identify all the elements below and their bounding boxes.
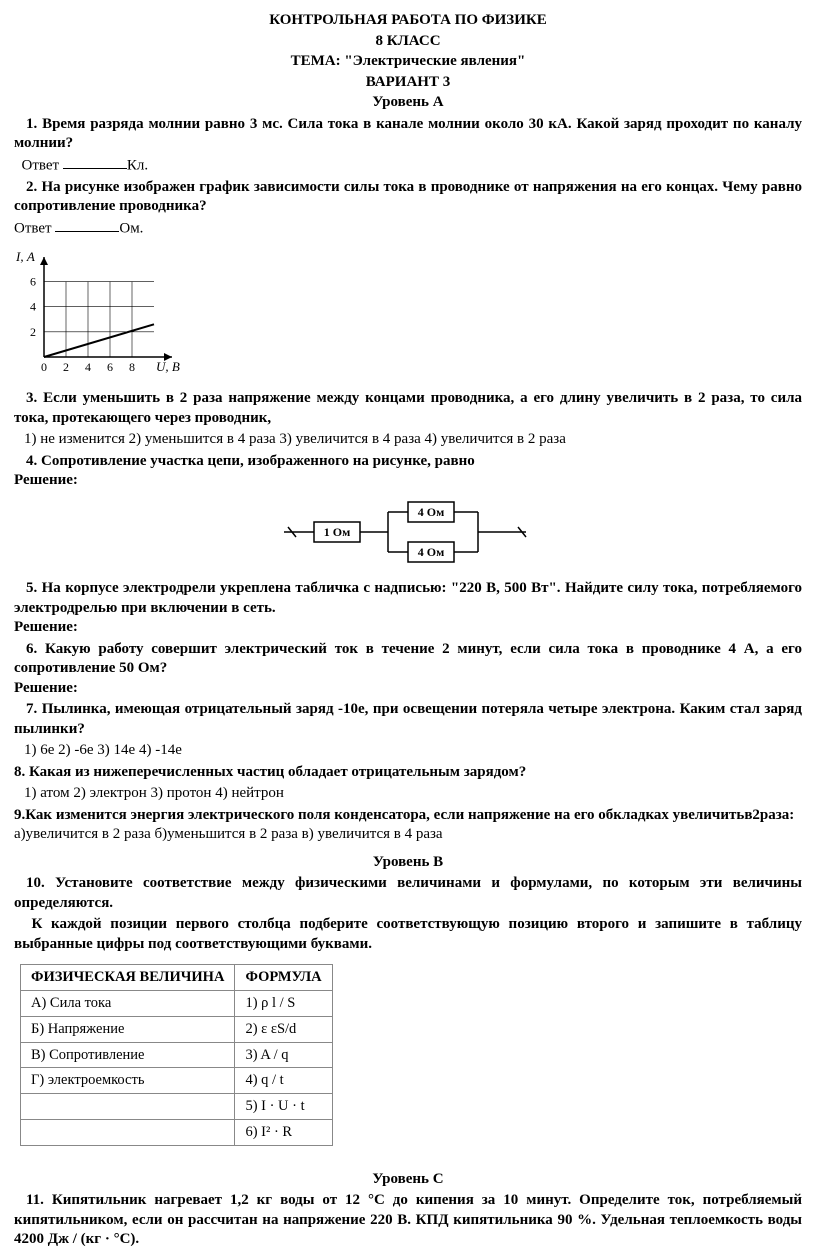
circuit-diagram: 1 Ом 4 Ом 4 Ом	[14, 497, 802, 574]
level-c-heading: Уровень С	[14, 1170, 802, 1190]
table-header: ФОРМУЛА	[235, 965, 332, 991]
table-header: ФИЗИЧЕСКАЯ ВЕЛИЧИНА	[21, 965, 235, 991]
question-9: 9.Как изменится энергия электрического п…	[14, 806, 802, 826]
q9-options: а)увеличится в 2 раза б)уменьшится в 2 р…	[14, 825, 802, 845]
q4-solution-label: Решение:	[14, 471, 802, 491]
level-b-heading: Уровень В	[14, 853, 802, 873]
variant: ВАРИАНТ 3	[14, 73, 802, 93]
svg-text:I, А: I, А	[15, 249, 35, 264]
table-row: Б) Напряжение2) ε εS/d	[21, 1016, 333, 1042]
question-5: 5. На корпусе электродрели укреплена таб…	[14, 579, 802, 618]
q1-answer: Ответ Кл.	[14, 156, 802, 176]
q2-answer: Ответ Ом.	[14, 219, 802, 239]
question-6: 6. Какую работу совершит электрический т…	[14, 640, 802, 679]
match-table: ФИЗИЧЕСКАЯ ВЕЛИЧИНА ФОРМУЛА А) Сила тока…	[20, 964, 333, 1146]
q6-solution-label: Решение:	[14, 679, 802, 699]
document-header: КОНТРОЛЬНАЯ РАБОТА ПО ФИЗИКЕ 8 КЛАСС ТЕМ…	[14, 11, 802, 113]
question-1: 1. Время разряда молнии равно 3 мс. Сила…	[14, 115, 802, 154]
table-row: Г) электроемкость4) q / t	[21, 1068, 333, 1094]
question-2: 2. На рисунке изображен график зависимос…	[14, 178, 802, 217]
question-3: 3. Если уменьшить в 2 раза напряжение ме…	[14, 389, 802, 428]
question-4: 4. Сопротивление участка цепи, изображен…	[14, 452, 802, 472]
iv-chart: 0 2 4 6 8 2 4 6 I, А U, В	[14, 249, 802, 386]
q1-num: 1.	[26, 116, 42, 132]
table-cell: 4) q / t	[235, 1068, 332, 1094]
level-a-heading: Уровень А	[14, 93, 802, 113]
svg-text:1 Ом: 1 Ом	[324, 525, 351, 539]
q8-options: 1) атом 2) электрон 3) протон 4) нейтрон	[24, 784, 802, 804]
table-cell: Г) электроемкость	[21, 1068, 235, 1094]
table-cell	[21, 1120, 235, 1146]
svg-text:4: 4	[85, 360, 91, 374]
blank-line	[63, 156, 127, 170]
table-row: А) Сила тока1) ρ l / S	[21, 990, 333, 1016]
question-11: 11. Кипятильник нагревает 1,2 кг воды от…	[14, 1191, 802, 1250]
svg-text:0: 0	[41, 360, 47, 374]
question-8: 8. Какая из нижеперечисленных частиц обл…	[14, 763, 802, 783]
table-cell: Б) Напряжение	[21, 1016, 235, 1042]
svg-text:2: 2	[63, 360, 69, 374]
grade: 8 КЛАСС	[14, 32, 802, 52]
question-7: 7. Пылинка, имеющая отрицательный заряд …	[14, 700, 802, 739]
svg-text:6: 6	[30, 274, 36, 288]
title: КОНТРОЛЬНАЯ РАБОТА ПО ФИЗИКЕ	[14, 11, 802, 31]
table-cell: А) Сила тока	[21, 990, 235, 1016]
table-row: В) Сопротивление3) A / q	[21, 1042, 333, 1068]
table-row: 5) I · U · t	[21, 1094, 333, 1120]
table-cell: 2) ε εS/d	[235, 1016, 332, 1042]
svg-text:4 Ом: 4 Ом	[418, 545, 445, 559]
q1-text: 1. Время разряда молнии равно 3 мс. Сила…	[14, 115, 802, 154]
svg-text:U, В: U, В	[156, 359, 180, 374]
svg-text:8: 8	[129, 360, 135, 374]
svg-text:4 Ом: 4 Ом	[418, 505, 445, 519]
blank-line	[55, 219, 119, 233]
circuit-svg: 1 Ом 4 Ом 4 Ом	[278, 497, 538, 567]
q3-options: 1) не изменится 2) уменьшится в 4 раза 3…	[24, 430, 802, 450]
q2-text: 2. На рисунке изображен график зависимос…	[14, 178, 802, 217]
table-cell: 5) I · U · t	[235, 1094, 332, 1120]
table-cell: 1) ρ l / S	[235, 990, 332, 1016]
svg-text:6: 6	[107, 360, 113, 374]
q7-options: 1) 6e 2) -6e 3) 14e 4) -14e	[24, 741, 802, 761]
table-row: 6) I² · R	[21, 1120, 333, 1146]
q5-solution-label: Решение:	[14, 618, 802, 638]
question-10: 10. Установите соответствие между физиче…	[14, 874, 802, 954]
table-cell: В) Сопротивление	[21, 1042, 235, 1068]
svg-text:4: 4	[30, 299, 36, 313]
svg-text:2: 2	[30, 324, 36, 338]
table-cell	[21, 1094, 235, 1120]
topic: ТЕМА: "Электрические явления"	[14, 52, 802, 72]
table-cell: 6) I² · R	[235, 1120, 332, 1146]
chart-svg: 0 2 4 6 8 2 4 6 I, А U, В	[14, 249, 184, 379]
table-cell: 3) A / q	[235, 1042, 332, 1068]
table-header-row: ФИЗИЧЕСКАЯ ВЕЛИЧИНА ФОРМУЛА	[21, 965, 333, 991]
